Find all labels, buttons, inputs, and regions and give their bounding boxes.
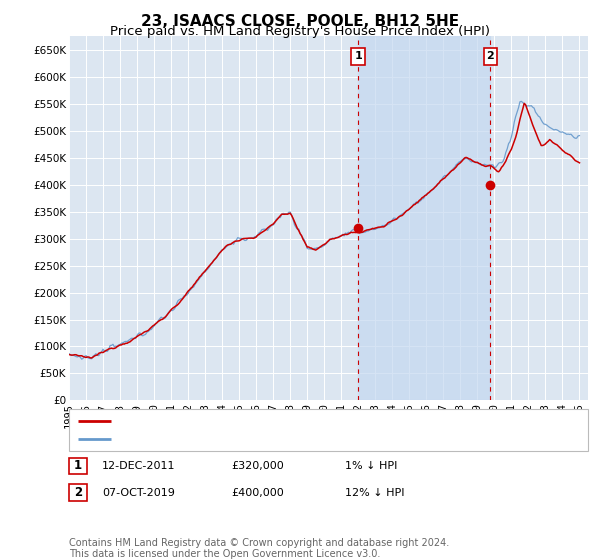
Text: £400,000: £400,000 [231, 488, 284, 498]
Text: 23, ISAACS CLOSE, POOLE, BH12 5HE: 23, ISAACS CLOSE, POOLE, BH12 5HE [141, 14, 459, 29]
Text: 1: 1 [355, 52, 362, 62]
Text: 12% ↓ HPI: 12% ↓ HPI [345, 488, 404, 498]
Text: Contains HM Land Registry data © Crown copyright and database right 2024.
This d: Contains HM Land Registry data © Crown c… [69, 538, 449, 559]
Text: Price paid vs. HM Land Registry's House Price Index (HPI): Price paid vs. HM Land Registry's House … [110, 25, 490, 38]
Text: 12-DEC-2011: 12-DEC-2011 [102, 461, 176, 471]
Text: 2: 2 [487, 52, 494, 62]
Bar [358, 36, 490, 400]
Text: 2: 2 [74, 486, 82, 500]
Text: 23, ISAACS CLOSE, POOLE, BH12 5HE (detached house): 23, ISAACS CLOSE, POOLE, BH12 5HE (detac… [117, 416, 428, 426]
Text: 07-OCT-2019: 07-OCT-2019 [102, 488, 175, 498]
Text: £320,000: £320,000 [231, 461, 284, 471]
Text: 1: 1 [74, 459, 82, 473]
Text: HPI: Average price, detached house, Bournemouth Christchurch and Poole: HPI: Average price, detached house, Bour… [117, 434, 532, 444]
Text: 1% ↓ HPI: 1% ↓ HPI [345, 461, 397, 471]
